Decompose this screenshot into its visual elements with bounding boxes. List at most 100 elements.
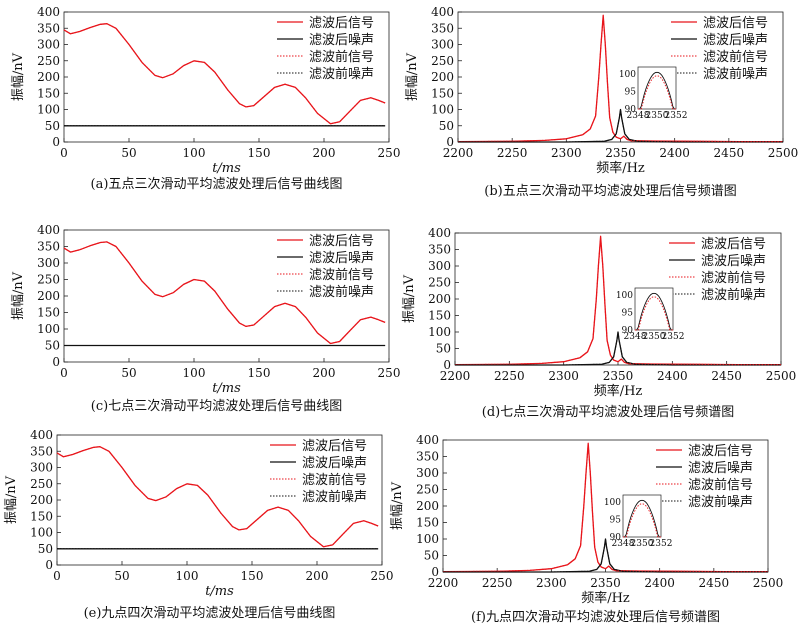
y-tick-label: 100: [37, 103, 60, 117]
x-tick-label: 250: [378, 146, 401, 160]
x-tick-label: 2300: [536, 576, 567, 590]
y-tick-label: 200: [431, 70, 454, 84]
y-tick-label: 0: [52, 135, 60, 149]
x-tick-label: 150: [248, 146, 271, 160]
inset-x-tick-label: 2350: [646, 111, 669, 121]
inset-x-tick-label: 2348: [624, 332, 647, 342]
y-tick-label: 150: [30, 509, 53, 523]
inset-y-tick-label: 90: [622, 326, 634, 336]
x-tick-label: 2250: [494, 369, 525, 383]
y-tick-label: 400: [37, 5, 60, 19]
y-tick-label: 200: [37, 289, 60, 303]
y-tick-label: 350: [37, 240, 60, 254]
legend-label: 滤波后噪声: [309, 33, 374, 48]
legend-label: 滤波前信号: [688, 477, 753, 493]
inset-y-tick-label: 100: [619, 70, 636, 80]
x-tick-label: 2250: [497, 146, 528, 160]
x-tick-label: 2200: [443, 146, 474, 160]
y-tick-label: 400: [428, 226, 451, 240]
y-tick-label: 0: [45, 558, 53, 572]
y-tick-label: 100: [416, 532, 439, 546]
legend-label: 滤波后信号: [703, 16, 768, 31]
x-tick-label: 2500: [766, 369, 797, 383]
y-tick-label: 100: [431, 103, 454, 117]
legend-label: 滤波前噪声: [688, 494, 753, 510]
x-tick-label: 2350: [603, 369, 634, 383]
inset-x-tick-label: 2352: [662, 332, 685, 342]
inset-x-tick-label: 2352: [650, 539, 673, 549]
legend-label: 滤波后信号: [302, 439, 367, 454]
x-tick-label: 2200: [428, 576, 459, 590]
inset-curve-before: [638, 75, 676, 110]
inset-y-tick-label: 90: [610, 533, 622, 543]
x-tick-label: 50: [121, 366, 136, 380]
x-tick-label: 2350: [590, 576, 621, 590]
x-tick-label: 2400: [657, 369, 688, 383]
x-tick-label: 200: [313, 146, 336, 160]
y-tick-label: 0: [446, 135, 454, 149]
x-tick-label: 2250: [482, 576, 513, 590]
x-tick-label: 0: [60, 146, 68, 160]
y-tick-label: 200: [30, 493, 53, 507]
y-tick-label: 50: [38, 542, 53, 556]
inset-x-tick-label: 2352: [665, 111, 688, 121]
y-tick-label: 400: [431, 5, 454, 19]
x-tick-label: 2300: [551, 146, 582, 160]
x-tick-label: 100: [176, 569, 199, 583]
y-tick-label: 150: [37, 86, 60, 100]
chart-panel-d: 0 50 100 150 200 250 300 350 400 2200 2250 2300 2350…: [402, 226, 796, 420]
y-tick-label: 300: [37, 38, 60, 52]
y-tick-label: 200: [416, 499, 439, 513]
y-tick-label: 0: [52, 355, 60, 369]
y-axis-label: 振幅/nV: [11, 271, 26, 320]
series-line-4: [443, 539, 768, 573]
x-axis-label: t/ms: [212, 381, 241, 396]
inset-curve-after: [638, 71, 676, 110]
chart-panel-f: 0 50 100 150 200 250 300 350 400 2200 2250 2300 2350…: [390, 433, 783, 625]
y-axis-label: 振幅/nV: [390, 481, 405, 530]
x-tick-label: 100: [183, 146, 206, 160]
x-tick-label: 2500: [768, 146, 799, 160]
inset-y-tick-label: 95: [625, 88, 637, 98]
figure-caption: (d)七点三次滑动平均滤波处理后信号频谱图: [482, 404, 734, 420]
x-axis-label: 频率/Hz: [596, 160, 645, 176]
y-tick-label: 0: [431, 565, 439, 579]
series-line-2: [443, 538, 768, 573]
inset-y-tick-label: 95: [610, 516, 622, 526]
y-tick-label: 50: [439, 119, 454, 133]
series-line-3: [454, 237, 781, 366]
series-line-3: [63, 241, 386, 345]
y-tick-label: 150: [431, 86, 454, 100]
y-axis-label: 振幅/nV: [405, 52, 420, 101]
x-tick-label: 2350: [605, 146, 636, 160]
legend-label: 滤波前噪声: [309, 66, 374, 82]
legend-label: 滤波前信号: [302, 472, 367, 488]
y-tick-label: 100: [37, 322, 60, 336]
y-tick-label: 50: [45, 119, 60, 133]
figure-caption: (e)九点四次滑动平均滤波处理后信号曲线图: [84, 605, 336, 621]
x-tick-label: 50: [121, 146, 136, 160]
legend-label: 滤波前信号: [703, 49, 768, 65]
y-tick-label: 350: [37, 21, 60, 35]
y-tick-label: 400: [416, 433, 439, 447]
series-line-2: [455, 331, 781, 366]
y-axis-label: 振幅/nV: [11, 52, 26, 101]
x-tick-label: 2300: [548, 369, 579, 383]
y-tick-label: 250: [37, 273, 60, 287]
y-tick-label: 50: [424, 549, 439, 563]
series-line-3: [63, 23, 386, 125]
x-tick-label: 200: [306, 569, 329, 583]
inset-y-tick-label: 100: [616, 291, 633, 301]
y-tick-label: 50: [436, 342, 451, 356]
x-tick-label: 250: [378, 366, 401, 380]
inset-frame: [637, 66, 677, 110]
x-axis-label: t/ms: [205, 584, 234, 599]
legend-label: 滤波前噪声: [701, 287, 766, 303]
y-tick-label: 250: [37, 54, 60, 68]
legend-label: 滤波前噪声: [302, 489, 367, 505]
